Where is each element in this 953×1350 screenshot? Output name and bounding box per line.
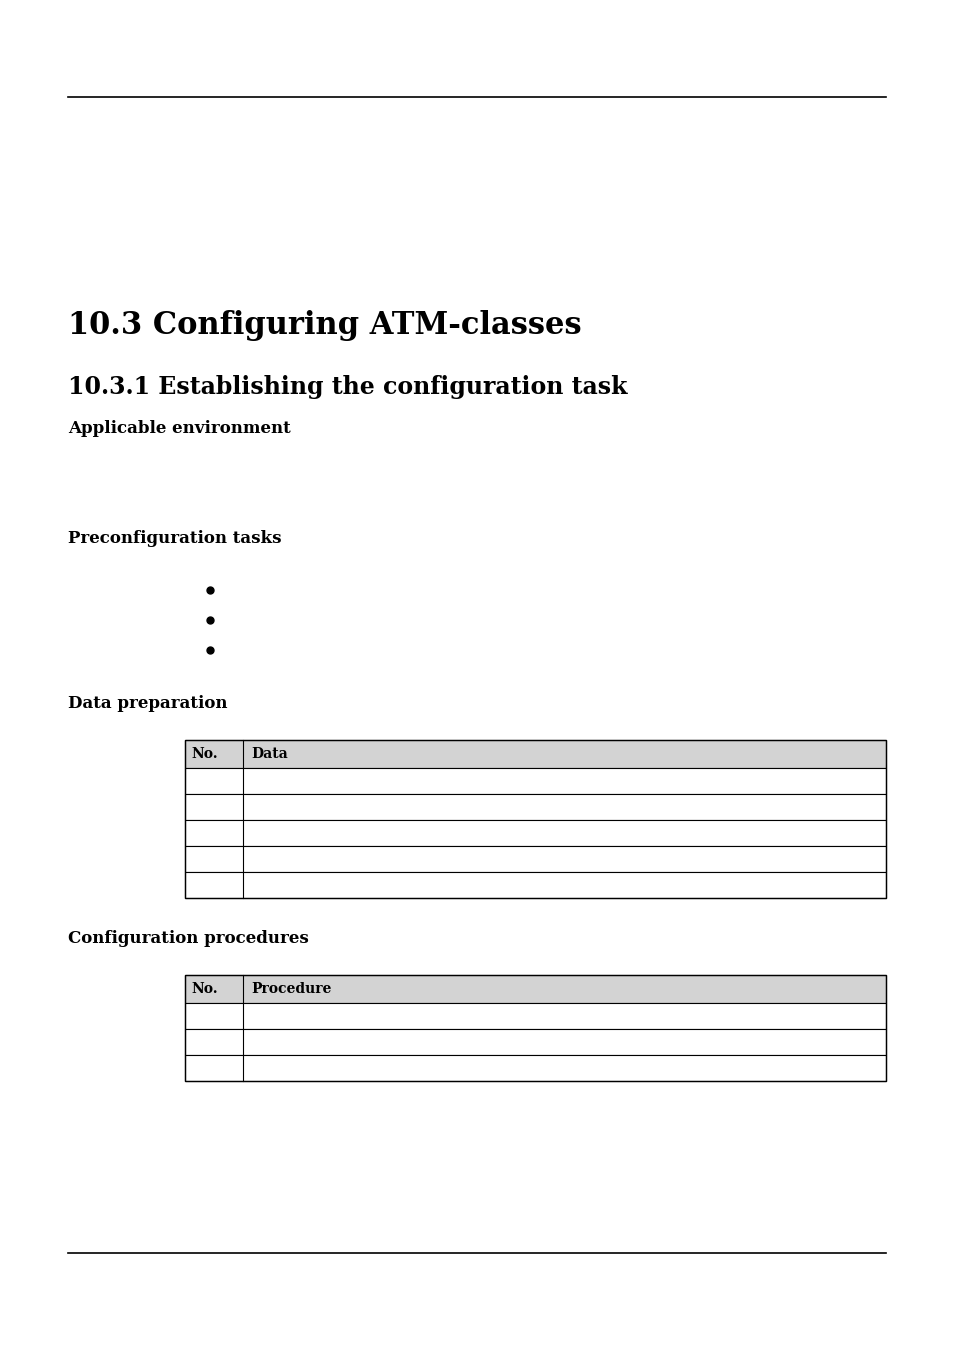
Text: Applicable environment: Applicable environment <box>68 420 291 437</box>
Bar <box>185 768 885 794</box>
Text: 10.3 Configuring ATM-classes: 10.3 Configuring ATM-classes <box>68 310 581 342</box>
Text: No.: No. <box>191 747 217 761</box>
Bar <box>185 975 885 1003</box>
Bar <box>185 740 885 768</box>
Text: Procedure: Procedure <box>251 981 331 996</box>
Text: Data preparation: Data preparation <box>68 695 227 711</box>
Bar <box>185 1029 885 1054</box>
Text: Data: Data <box>251 747 288 761</box>
Text: Preconfiguration tasks: Preconfiguration tasks <box>68 531 281 547</box>
Bar <box>185 975 885 1081</box>
Bar <box>185 846 885 872</box>
Bar <box>185 819 885 846</box>
Bar <box>185 740 885 898</box>
Text: No.: No. <box>191 981 217 996</box>
Bar <box>185 1054 885 1081</box>
Text: Configuration procedures: Configuration procedures <box>68 930 309 946</box>
Bar <box>185 794 885 819</box>
Bar <box>185 1003 885 1029</box>
Text: 10.3.1 Establishing the configuration task: 10.3.1 Establishing the configuration ta… <box>68 375 627 400</box>
Bar <box>185 872 885 898</box>
